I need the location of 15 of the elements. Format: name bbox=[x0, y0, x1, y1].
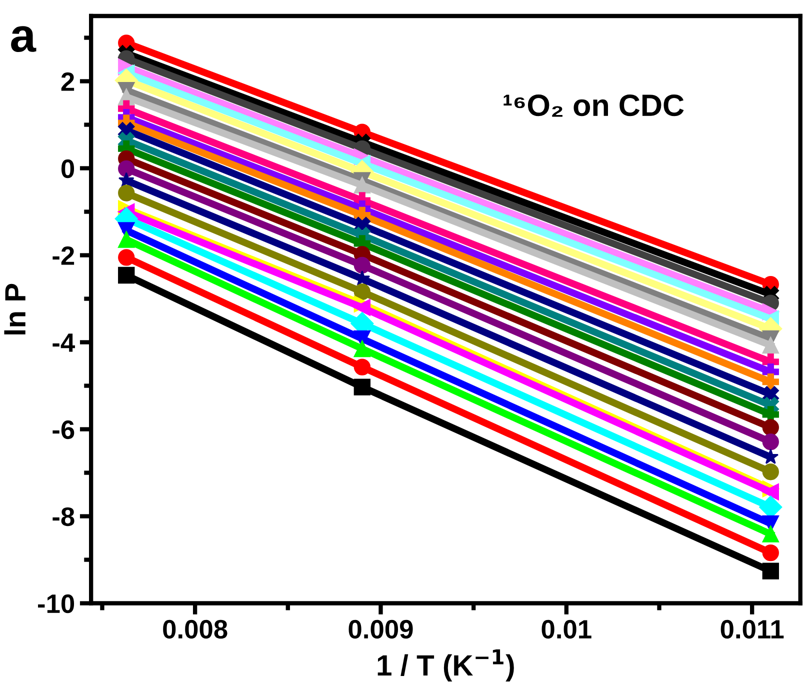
y-tick-label: -6 bbox=[52, 420, 74, 440]
y-tick-label: -10 bbox=[38, 594, 74, 614]
x-axis-title: 1 / T (K$^{−1}$) bbox=[378, 649, 514, 682]
y-tick-label: 0 bbox=[61, 159, 74, 178]
y-tick-label: -8 bbox=[52, 507, 74, 526]
x-tick-label: 0.01 bbox=[542, 620, 592, 639]
y-axis-title: ln P bbox=[4, 284, 26, 334]
annotation: ¹⁶O₂ on CDC bbox=[504, 94, 684, 117]
x-tick-label: 0.008 bbox=[163, 620, 228, 639]
text: a bbox=[11, 26, 36, 52]
y-tick-label: -4 bbox=[52, 334, 75, 352]
x-tick-label: 0.011 bbox=[720, 620, 784, 639]
y-tick-label: 2 bbox=[61, 72, 74, 91]
x-tick-label: 0.009 bbox=[348, 620, 413, 639]
y-tick-label: -2 bbox=[52, 246, 74, 265]
